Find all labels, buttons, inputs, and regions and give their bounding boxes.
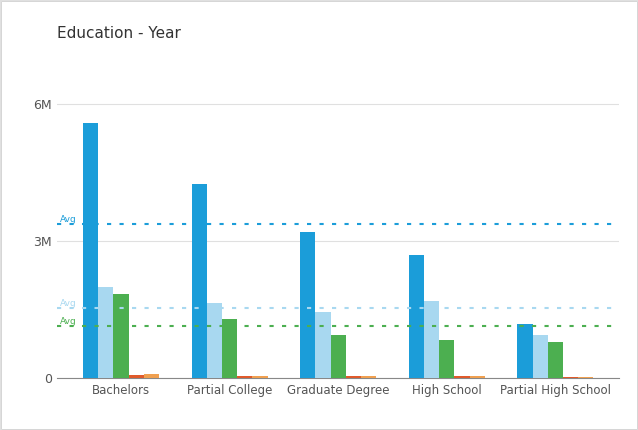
Bar — [237, 376, 253, 378]
Bar — [144, 374, 159, 378]
Text: Education - Year: Education - Year — [57, 26, 181, 41]
Bar — [253, 376, 267, 378]
Bar — [128, 375, 144, 378]
Bar — [424, 301, 439, 378]
Bar — [563, 377, 578, 378]
Bar — [517, 323, 533, 378]
Bar — [222, 319, 237, 378]
Bar — [191, 184, 207, 378]
Bar — [409, 255, 424, 378]
Text: Avg: Avg — [60, 215, 77, 224]
Bar — [548, 342, 563, 378]
Bar — [114, 294, 128, 378]
Bar — [300, 232, 315, 378]
Bar — [578, 377, 593, 378]
Bar — [454, 376, 470, 378]
Bar — [470, 376, 485, 378]
Bar — [533, 335, 548, 378]
Text: Avg: Avg — [60, 317, 77, 326]
Text: Avg: Avg — [60, 298, 77, 307]
Bar — [98, 287, 114, 378]
Bar — [330, 335, 346, 378]
Bar — [439, 340, 454, 378]
Bar — [346, 376, 361, 378]
Bar — [207, 303, 222, 378]
Bar — [361, 376, 376, 378]
Bar — [83, 123, 98, 378]
Bar — [315, 312, 330, 378]
